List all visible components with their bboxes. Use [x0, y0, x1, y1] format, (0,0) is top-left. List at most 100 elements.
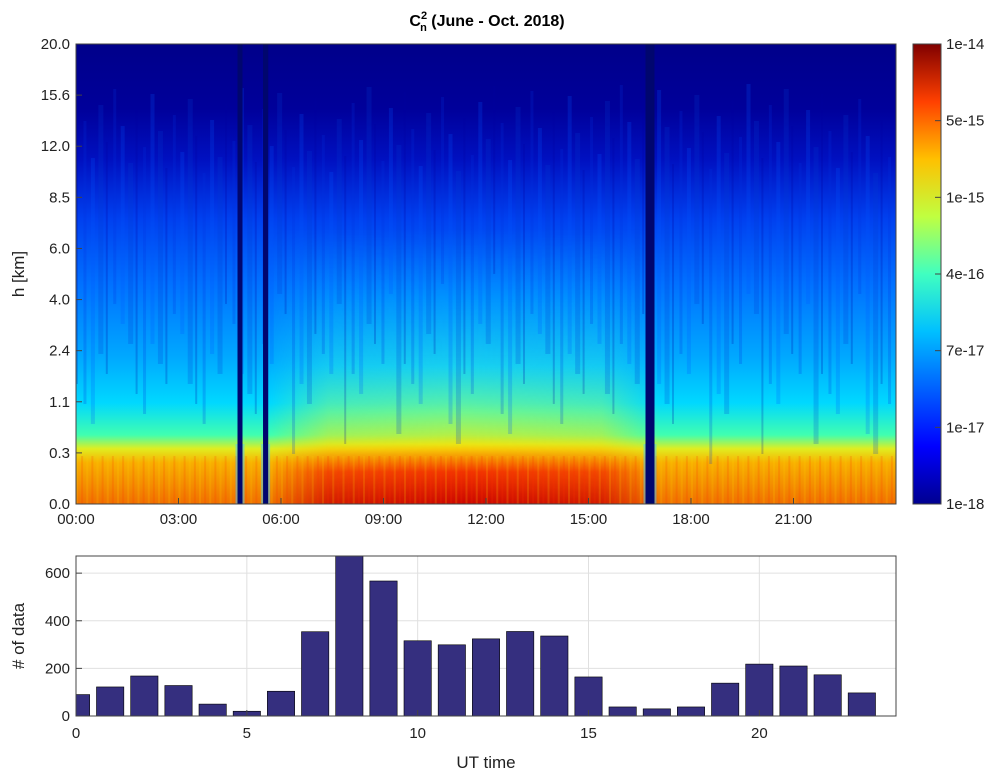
bar [164, 685, 193, 717]
heatmap-surface-stripe [486, 456, 488, 504]
heatmap-y-tick-label: 2.4 [49, 343, 70, 360]
heatmap-surface-stripe [311, 456, 314, 504]
heatmap-y-axis: 0.0 0.3 1.1 2.4 4.0 6.0 8.5 12.0 15.6 20.0 [41, 36, 82, 513]
heatmap-surface-stripe [91, 456, 94, 504]
heatmap-surface-stripe [250, 456, 253, 504]
heatmap-streak [388, 108, 393, 294]
heatmap-surface-stripe [501, 456, 504, 504]
heatmap-streak [299, 114, 304, 384]
bar-chart-x-label: UT time [456, 753, 515, 772]
heatmap-surface-stripe [583, 456, 586, 504]
heatmap-surface-stripe [281, 456, 283, 504]
heatmap-surface-stripe [445, 456, 447, 504]
heatmap-streak [694, 95, 700, 304]
heatmap-y-tick-label: 4.0 [49, 292, 70, 309]
bar [506, 631, 535, 717]
heatmap-surface-stripe [660, 456, 663, 504]
heatmap-streak [306, 151, 312, 404]
heatmap-x-tick-label: 21:00 [775, 511, 813, 528]
bar [472, 638, 500, 717]
heatmap-low-columns [235, 44, 657, 504]
heatmap-streak [98, 105, 104, 354]
heatmap-streak [172, 115, 176, 314]
heatmap-streak [143, 147, 147, 414]
heatmap-x-axis: 00:00 03:00 06:00 09:00 12:00 15:00 18:00 21:00 [57, 498, 812, 528]
heatmap-streak [195, 136, 198, 404]
heatmap-streak [225, 104, 227, 304]
heatmap-streak [329, 172, 334, 374]
bar [130, 675, 159, 717]
heatmap-streak [150, 94, 155, 344]
heatmap-streak [813, 147, 819, 444]
heatmap-streak [202, 173, 206, 424]
heatmap-surface-stripe [732, 456, 734, 504]
heatmap-surface-stripe [880, 456, 883, 504]
heatmap-surface-stripe [409, 456, 412, 504]
heatmap-surface-stripe [209, 456, 212, 504]
heatmap-streak [768, 105, 772, 384]
heatmap-streak [455, 171, 461, 444]
bar-chart-x-axis: 0 5 10 15 20 [72, 710, 768, 742]
heatmap-streak [359, 140, 364, 394]
heatmap-surface-stripe [168, 456, 171, 504]
bar [779, 665, 808, 717]
heatmap-streak [120, 126, 125, 324]
heatmap-streak [396, 145, 402, 434]
heatmap-y-tick-label: 1.1 [49, 394, 70, 411]
heatmap-surface-stripe [829, 456, 832, 504]
heatmap-low-column-core [645, 44, 655, 504]
heatmap-streak [433, 150, 436, 354]
heatmap-streak [672, 164, 674, 424]
heatmap-surface-stripe [849, 456, 852, 504]
heatmap-streak [336, 119, 342, 304]
heatmap-streak [657, 90, 662, 384]
heatmap-y-tick-label: 0.3 [49, 445, 70, 462]
heatmap-streak [321, 135, 325, 354]
heatmap-streak [284, 130, 287, 314]
heatmap-streak [165, 168, 168, 384]
heatmap-y-tick-label: 6.0 [49, 240, 70, 257]
heatmap-surface-stripe [76, 456, 78, 504]
heatmap-streak [232, 141, 236, 324]
heatmap-surface-stripe [398, 456, 401, 504]
heatmap-streak [873, 173, 879, 454]
colorbar-tick-label: 1e-17 [946, 419, 984, 436]
heatmap-streak [254, 162, 257, 414]
heatmap-surface-stripe [188, 456, 191, 504]
heatmap-surface-stripe [363, 456, 365, 504]
heatmap-streak [560, 149, 564, 424]
heatmap-surface-stripe [86, 456, 89, 504]
bar [267, 690, 295, 717]
heatmap-y-tick-label: 15.6 [41, 87, 70, 104]
heatmap-surface-stripe [762, 456, 765, 504]
bar-chart-y-axis: 0 200 400 600 [45, 565, 82, 725]
heatmap-surface-stripe [573, 456, 576, 504]
bar-y-tick-label: 200 [45, 660, 70, 677]
heatmap-surface-stripe [306, 456, 309, 504]
heatmap-surface-stripe [152, 456, 155, 504]
heatmap-surface-stripe [245, 456, 248, 504]
bar [96, 686, 125, 717]
heatmap-surface-stripe [819, 456, 822, 504]
heatmap-streak [783, 89, 789, 334]
bar [711, 682, 740, 717]
bar [745, 663, 774, 717]
heatmap-surface-stripe [752, 456, 755, 504]
bar-chart-y-label: # of data [9, 602, 28, 669]
heatmap-surface-stripe [773, 456, 775, 504]
bar [642, 708, 671, 717]
heatmap-streak [530, 91, 534, 314]
bar-x-tick-label: 5 [243, 725, 251, 742]
heatmap-streak [180, 152, 185, 334]
heatmap-surface-stripe [158, 456, 160, 504]
heatmap-surface-stripe [803, 456, 806, 504]
heatmap-panel [76, 44, 896, 504]
heatmap-streak [761, 158, 764, 454]
heatmap-streak [888, 157, 892, 404]
heatmap-surface-stripe [429, 456, 432, 504]
bar [677, 706, 705, 717]
heatmap-surface-stripe [193, 456, 196, 504]
heatmap-surface-stripe [665, 456, 668, 504]
heatmap-surface-stripe [142, 456, 145, 504]
heatmap-daytime-enhancement [270, 44, 660, 504]
